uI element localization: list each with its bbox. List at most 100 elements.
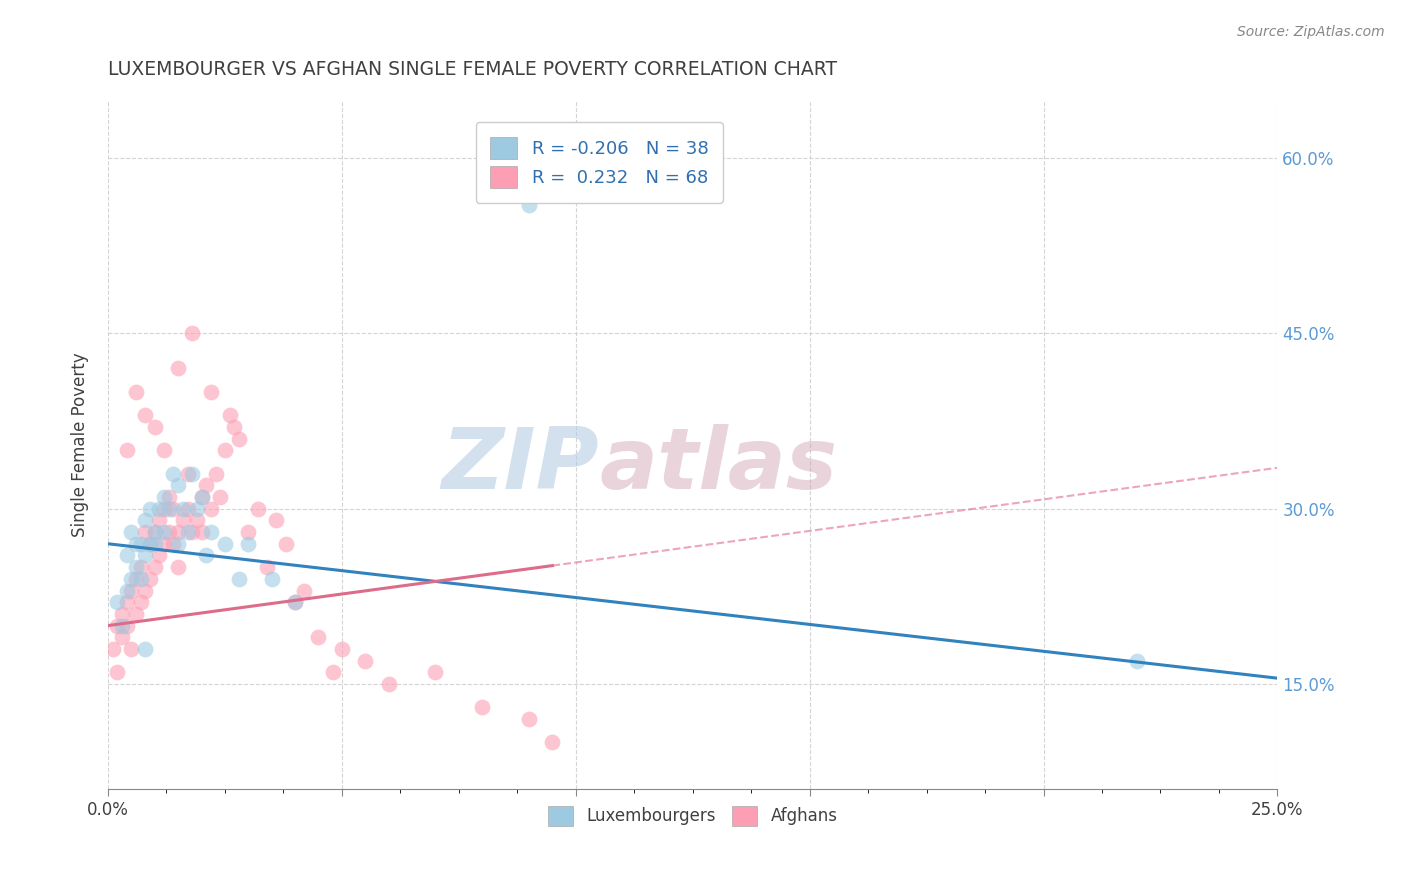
Text: Source: ZipAtlas.com: Source: ZipAtlas.com xyxy=(1237,25,1385,39)
Point xyxy=(125,607,148,621)
Legend: Luxembourgers, Afghans: Luxembourgers, Afghans xyxy=(541,799,844,832)
Point xyxy=(139,537,162,551)
Point xyxy=(214,537,236,551)
Point xyxy=(134,583,156,598)
Point xyxy=(125,537,148,551)
Point xyxy=(105,665,128,680)
Point xyxy=(157,501,180,516)
Point xyxy=(167,478,190,492)
Point xyxy=(125,384,148,399)
Point xyxy=(105,595,128,609)
Text: ZIP: ZIP xyxy=(441,424,599,507)
Point xyxy=(214,443,236,458)
Point xyxy=(139,501,162,516)
Point xyxy=(167,361,190,376)
Point xyxy=(209,490,232,504)
Text: LUXEMBOURGER VS AFGHAN SINGLE FEMALE POVERTY CORRELATION CHART: LUXEMBOURGER VS AFGHAN SINGLE FEMALE POV… xyxy=(108,60,837,78)
Point xyxy=(186,513,208,527)
Point xyxy=(125,572,148,586)
Point xyxy=(176,501,198,516)
Point xyxy=(200,384,222,399)
Point xyxy=(139,537,162,551)
Point xyxy=(377,677,399,691)
Point xyxy=(167,560,190,574)
Point xyxy=(176,467,198,481)
Point xyxy=(172,513,194,527)
Point xyxy=(190,490,212,504)
Point xyxy=(143,524,166,539)
Point xyxy=(181,467,204,481)
Point xyxy=(115,618,138,632)
Point xyxy=(228,572,250,586)
Point xyxy=(266,513,288,527)
Point xyxy=(354,654,377,668)
Point xyxy=(471,700,494,714)
Point xyxy=(284,595,307,609)
Point xyxy=(153,490,176,504)
Point xyxy=(321,665,343,680)
Point xyxy=(134,642,156,657)
Point xyxy=(330,642,353,657)
Point xyxy=(157,490,180,504)
Y-axis label: Single Female Poverty: Single Female Poverty xyxy=(72,352,89,537)
Point xyxy=(134,549,156,563)
Point xyxy=(204,467,226,481)
Point xyxy=(218,408,240,422)
Point xyxy=(134,524,156,539)
Point xyxy=(195,478,218,492)
Point xyxy=(148,513,170,527)
Point xyxy=(153,524,176,539)
Point xyxy=(190,490,212,504)
Point xyxy=(190,524,212,539)
Point xyxy=(1126,654,1149,668)
Text: atlas: atlas xyxy=(599,424,837,507)
Point xyxy=(195,549,218,563)
Point xyxy=(162,537,184,551)
Point xyxy=(200,501,222,516)
Point xyxy=(260,572,283,586)
Point xyxy=(246,501,269,516)
Point xyxy=(181,326,204,341)
Point xyxy=(120,583,142,598)
Point xyxy=(157,524,180,539)
Point xyxy=(101,642,124,657)
Point xyxy=(143,537,166,551)
Point xyxy=(129,560,152,574)
Point xyxy=(143,420,166,434)
Point xyxy=(153,501,176,516)
Point xyxy=(139,572,162,586)
Point xyxy=(143,524,166,539)
Point xyxy=(125,560,148,574)
Point xyxy=(162,467,184,481)
Point xyxy=(294,583,316,598)
Point xyxy=(224,420,246,434)
Point xyxy=(115,443,138,458)
Point xyxy=(115,595,138,609)
Point xyxy=(148,501,170,516)
Point xyxy=(308,630,330,644)
Point xyxy=(425,665,447,680)
Point xyxy=(134,513,156,527)
Point xyxy=(172,501,194,516)
Point xyxy=(284,595,307,609)
Point xyxy=(167,524,190,539)
Point xyxy=(176,524,198,539)
Point xyxy=(111,618,134,632)
Point xyxy=(256,560,278,574)
Point xyxy=(105,618,128,632)
Point xyxy=(228,432,250,446)
Point xyxy=(129,537,152,551)
Point xyxy=(238,537,260,551)
Point xyxy=(134,408,156,422)
Point xyxy=(200,524,222,539)
Point xyxy=(148,549,170,563)
Point xyxy=(111,607,134,621)
Point xyxy=(541,735,564,749)
Point xyxy=(153,537,176,551)
Point xyxy=(517,712,540,726)
Point xyxy=(115,583,138,598)
Point xyxy=(120,524,142,539)
Point xyxy=(120,572,142,586)
Point xyxy=(162,501,184,516)
Point xyxy=(115,549,138,563)
